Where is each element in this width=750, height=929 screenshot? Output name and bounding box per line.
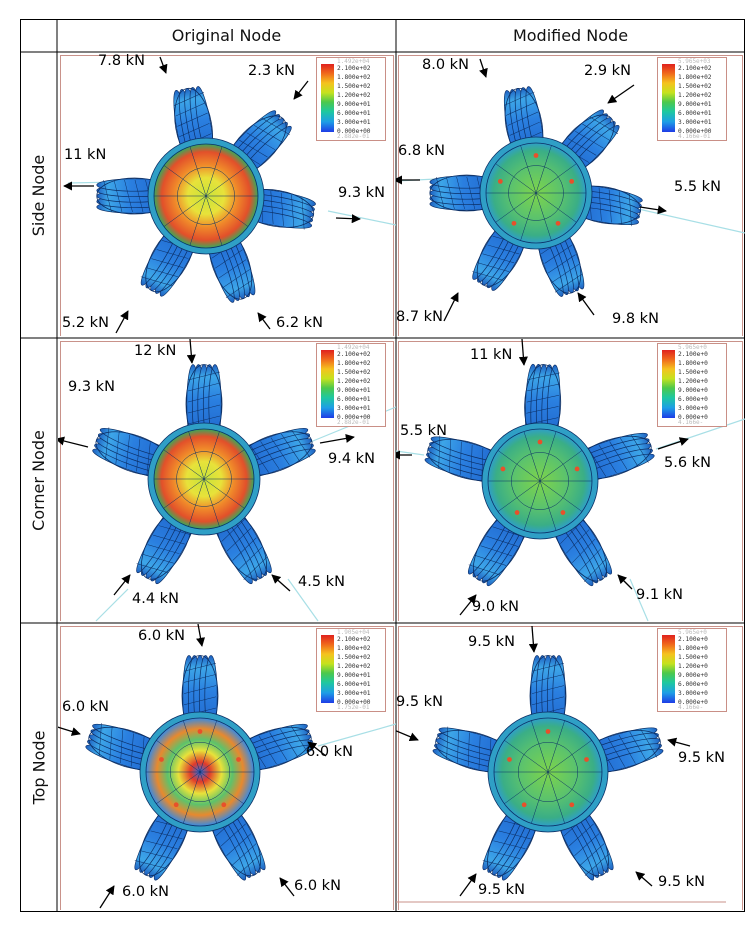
force-label: 9.3 kN: [68, 379, 115, 395]
force-label: 9.5 kN: [478, 882, 525, 898]
force-label: 8.0 kN: [422, 57, 469, 73]
color-legend: 5.965e+0 2.100e+0 1.800e+0 1.500e+0 1.20…: [657, 343, 727, 427]
force-label: 11 kN: [470, 347, 513, 363]
color-legend: 1.492e+04 2.100e+02 1.800e+02 1.500e+02 …: [316, 57, 386, 141]
force-label: 9.5 kN: [678, 750, 725, 766]
force-label: 4.4 kN: [132, 591, 179, 607]
cell-top-modified: 9.5 kN 9.5 kN 9.5 kN 9.5 kN 9.5 kN 5.965…: [396, 624, 745, 912]
color-legend: 1.492e+04 2.100e+02 1.800e+02 1.500e+02 …: [316, 343, 386, 427]
stress-contour-side-original: [63, 56, 396, 334]
table-grid: [20, 19, 745, 912]
force-label: 2.3 kN: [248, 63, 295, 79]
cell-top-original: 6.0 kN 6.0 kN 6.0 kN 6.0 kN 6.0 kN 1.905…: [58, 624, 396, 912]
force-label: 2.9 kN: [584, 63, 631, 79]
force-label: 5.5 kN: [674, 179, 721, 195]
force-label: 4.5 kN: [298, 574, 345, 590]
force-label: 6.0 kN: [122, 884, 169, 900]
cell-corner-original: 12 kN 9.3 kN 9.4 kN 4.4 kN 4.5 kN 1.492e…: [58, 339, 396, 623]
force-label: 12 kN: [134, 343, 177, 359]
force-label: 6.0 kN: [62, 699, 109, 715]
stress-contour-corner-modified: [396, 339, 745, 622]
force-label: 6.0 kN: [294, 878, 341, 894]
force-label: 9.8 kN: [612, 311, 659, 327]
force-label: 9.3 kN: [338, 185, 385, 201]
row-label-corner-node: Corner Node: [29, 430, 49, 531]
force-label: 9.5 kN: [658, 874, 705, 890]
force-label: 9.4 kN: [328, 451, 375, 467]
header-original-node: Original Node: [171, 26, 282, 45]
force-label: 5.2 kN: [62, 315, 109, 331]
cell-corner-modified: 11 kN 5.5 kN 5.6 kN 9.0 kN 9.1 kN 5.965e…: [396, 339, 745, 623]
stress-contour-top-modified: [396, 625, 726, 903]
row-label-side-node: Side Node: [29, 154, 49, 236]
stress-contour-corner-original: [58, 339, 396, 622]
force-label: 9.5 kN: [468, 634, 515, 650]
cell-side-modified: 8.0 kN 2.9 kN 6.8 kN 5.5 kN 8.7 kN 9.8 k…: [396, 53, 745, 338]
cell-side-original: 7.8 kN 2.3 kN 11 kN 9.3 kN 5.2 kN 6.2 kN…: [58, 53, 396, 338]
force-label: 6.2 kN: [276, 315, 323, 331]
force-label: 5.6 kN: [664, 455, 711, 471]
color-legend: 1.905e+04 2.100e+02 1.800e+02 1.500e+02 …: [316, 628, 386, 712]
header-modified-node: Modified Node: [512, 26, 629, 45]
color-legend: 5.965e+03 2.100e+02 1.800e+02 1.500e+02 …: [657, 57, 727, 141]
force-label: 6.8 kN: [398, 143, 445, 159]
force-label: 9.0 kN: [472, 599, 519, 615]
color-legend: 5.965e+0 2.100e+0 1.800e+0 1.500e+0 1.20…: [657, 628, 727, 712]
stress-contour-side-modified: [396, 58, 745, 322]
force-label: 7.8 kN: [98, 53, 145, 69]
force-label: 9.5 kN: [396, 694, 443, 710]
stress-contour-top-original: [58, 624, 396, 909]
row-label-top-node: Top Node: [29, 730, 48, 805]
force-label: 9.1 kN: [636, 587, 683, 603]
force-label: 11 kN: [64, 147, 107, 163]
force-label: 6.0 kN: [306, 744, 353, 760]
force-label: 8.7 kN: [396, 309, 443, 325]
force-label: 5.5 kN: [400, 423, 447, 439]
force-label: 6.0 kN: [138, 628, 185, 644]
